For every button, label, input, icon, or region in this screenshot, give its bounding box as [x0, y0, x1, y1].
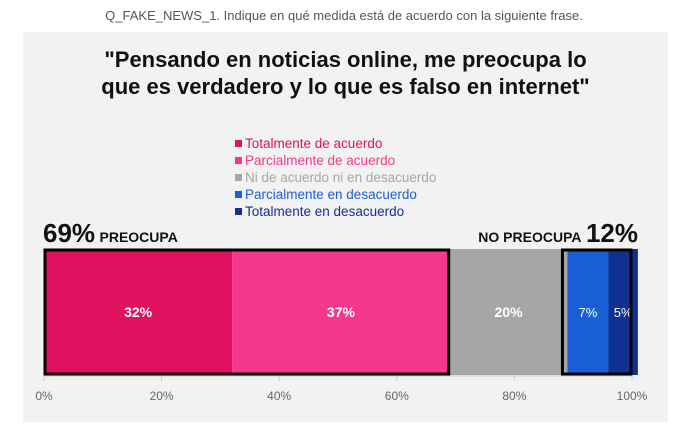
legend-item: Parcialmente en desacuerdo	[235, 186, 436, 203]
legend-label: Ni de acuerdo ni en desacuerdo	[245, 170, 437, 185]
bar-segment-3	[449, 249, 568, 375]
bar-segment-1	[44, 249, 233, 375]
chart-panel: "Pensando en noticias online, me preocup…	[23, 32, 668, 422]
outline-preocupa	[43, 248, 451, 376]
x-tick-label: 80%	[502, 389, 526, 403]
outline-no-preocupa	[560, 248, 633, 376]
aggregate-preocupa: 69% PREOCUPA	[43, 218, 178, 249]
legend-label: Totalmente de acuerdo	[245, 136, 383, 151]
x-tick-label: 0%	[35, 389, 53, 403]
legend-swatch	[235, 140, 242, 147]
legend-swatch	[235, 174, 242, 181]
chart-title-line-1: "Pensando en noticias online, me preocup…	[104, 47, 587, 72]
x-tick-label: 40%	[267, 389, 291, 403]
legend-swatch	[235, 208, 242, 215]
aggregate-preocupa-value: 69%	[43, 218, 96, 248]
data-label: 20%	[495, 304, 524, 320]
x-tick-label: 60%	[385, 389, 409, 403]
legend-item: Parcialmente de acuerdo	[235, 152, 436, 169]
chart-legend: Totalmente de acuerdo Parcialmente de ac…	[235, 135, 436, 220]
legend-label: Parcialmente en desacuerdo	[245, 187, 417, 202]
legend-label: Totalmente en desacuerdo	[245, 204, 405, 219]
legend-label: Parcialmente de acuerdo	[245, 153, 396, 168]
aggregate-no-preocupa-label: NO PREOCUPA	[478, 229, 582, 245]
legend-item: Totalmente de acuerdo	[235, 135, 436, 152]
x-tick-label: 100%	[617, 389, 648, 403]
bar-segment-5	[608, 249, 638, 375]
x-tick-label: 20%	[150, 389, 174, 403]
aggregate-no-preocupa-value: 12%	[585, 218, 638, 248]
legend-item: Totalmente en desacuerdo	[235, 203, 436, 220]
bar-segment-2	[232, 249, 450, 375]
legend-swatch	[235, 191, 242, 198]
question-text: Q_FAKE_NEWS_1. Indique en qué medida est…	[105, 8, 583, 23]
data-label: 37%	[327, 304, 356, 320]
chart-title-line-2: que es verdadero y lo que es falso en in…	[101, 74, 590, 99]
chart-title: "Pensando en noticias online, me preocup…	[23, 46, 668, 100]
stacked-bar-chart: 32% 37% 20% 7% 5% 0% 20% 40% 60% 80% 100%	[35, 248, 648, 403]
data-label: 5%	[614, 305, 633, 320]
aggregate-no-preocupa: NO PREOCUPA 12%	[478, 218, 638, 249]
legend-swatch	[235, 157, 242, 164]
data-label: 7%	[579, 305, 598, 320]
bar-segment-4	[567, 249, 609, 375]
aggregate-preocupa-label: PREOCUPA	[99, 229, 178, 245]
legend-item: Ni de acuerdo ni en desacuerdo	[235, 169, 436, 186]
data-label: 32%	[124, 304, 153, 320]
